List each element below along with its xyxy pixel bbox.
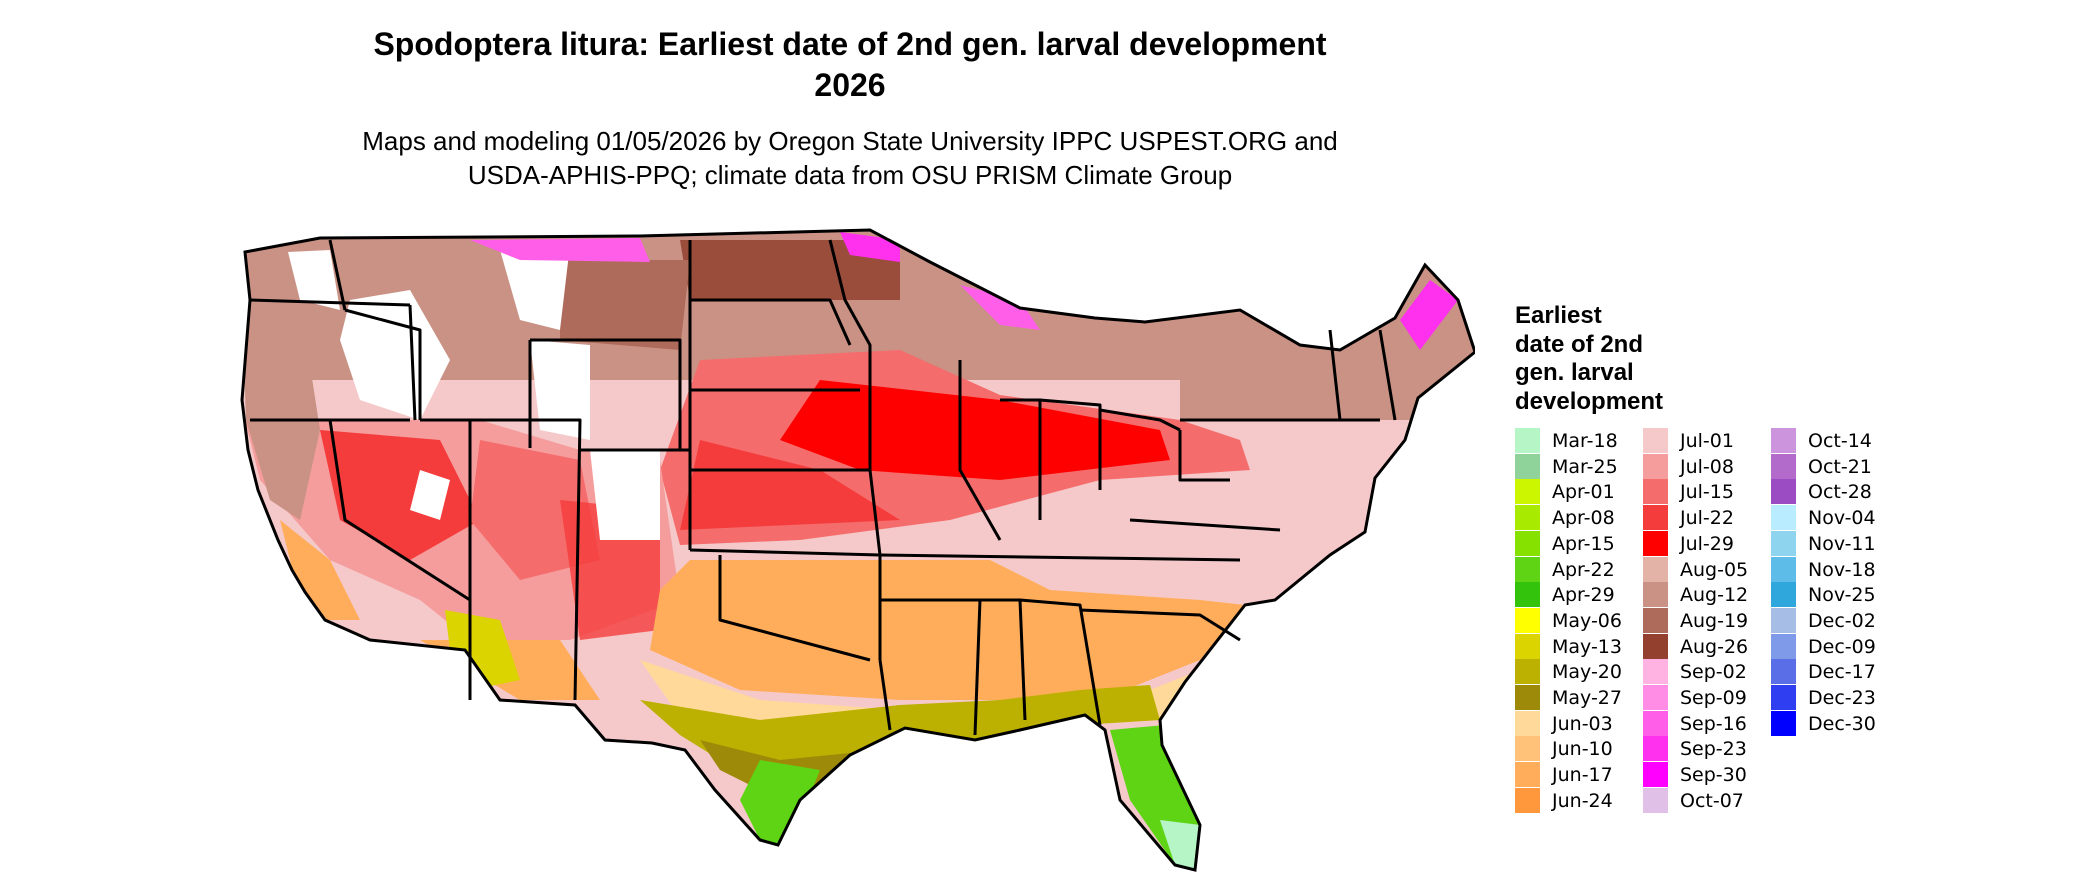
legend-swatch <box>1771 479 1796 505</box>
legend-label: Dec-23 <box>1808 687 1876 709</box>
legend-swatch <box>1771 505 1796 531</box>
legend-swatch <box>1771 659 1796 685</box>
legend-label: Jul-01 <box>1680 430 1734 452</box>
legend-swatch <box>1643 428 1668 453</box>
legend-swatch <box>1515 659 1540 685</box>
legend-label: Jun-03 <box>1552 712 1613 735</box>
map-title: Spodoptera litura: Earliest date of 2nd … <box>250 24 1450 106</box>
legend-label: Oct-28 <box>1808 481 1872 504</box>
legend-swatch <box>1643 787 1668 813</box>
legend-swatch <box>1643 659 1668 685</box>
legend-label: Apr-22 <box>1552 558 1615 581</box>
subtitle-line-1: Maps and modeling 01/05/2026 by Oregon S… <box>362 126 1338 156</box>
map-subtitle: Maps and modeling 01/05/2026 by Oregon S… <box>250 124 1450 192</box>
legend-swatch <box>1643 582 1668 608</box>
legend-label: May-20 <box>1552 661 1622 684</box>
legend-label: Sep-23 <box>1680 738 1747 761</box>
title-line-1: Spodoptera litura: Earliest date of 2nd … <box>373 26 1327 62</box>
legend-label: Dec-30 <box>1808 712 1876 735</box>
legend-label: Jun-17 <box>1552 764 1613 787</box>
legend-label: Jul-08 <box>1680 455 1734 478</box>
legend-swatch <box>1643 762 1668 788</box>
legend-swatch <box>1771 530 1796 556</box>
legend-swatch <box>1515 710 1540 736</box>
legend-swatch <box>1643 453 1668 479</box>
legend-label: Apr-01 <box>1552 481 1615 504</box>
legend-swatch <box>1515 736 1540 762</box>
legend-label: Jul-15 <box>1680 481 1734 504</box>
legend-swatch <box>1643 556 1668 582</box>
legend-swatch <box>1643 505 1668 531</box>
legend-label: Mar-18 <box>1552 430 1618 452</box>
legend-label: Oct-07 <box>1680 789 1744 812</box>
legend-swatch <box>1515 607 1540 633</box>
legend-swatch <box>1643 530 1668 556</box>
legend-swatch <box>1515 530 1540 556</box>
legend-label: Dec-09 <box>1808 635 1876 658</box>
legend-swatch <box>1771 556 1796 582</box>
legend-swatch <box>1515 453 1540 479</box>
legend-label: Apr-08 <box>1552 507 1615 530</box>
legend-label: Dec-02 <box>1808 609 1876 632</box>
legend-label: Jun-10 <box>1552 738 1613 761</box>
legend-swatch <box>1515 556 1540 582</box>
legend-title-line-2: date of 2nd <box>1515 330 1644 358</box>
legend-label: Apr-15 <box>1552 532 1615 555</box>
legend-swatch <box>1515 685 1540 710</box>
legend-swatch <box>1643 710 1668 736</box>
legend-swatch <box>1643 607 1668 633</box>
legend-label: Oct-14 <box>1808 430 1872 452</box>
us-map <box>225 220 1475 892</box>
legend-label: Aug-12 <box>1680 584 1749 607</box>
legend-label: Aug-05 <box>1680 558 1749 581</box>
subtitle-line-2: USDA-APHIS-PPQ; climate data from OSU PR… <box>467 160 1233 190</box>
legend-title-line-4: development <box>1515 387 1664 415</box>
legend-label: Nov-25 <box>1808 584 1876 607</box>
legend-label: Jun-24 <box>1552 789 1613 812</box>
legend-label: Apr-29 <box>1552 584 1615 607</box>
legend-title: Earliest date of 2nd gen. larval develop… <box>1515 302 1735 416</box>
legend-label: Sep-02 <box>1680 661 1747 684</box>
legend-swatch <box>1515 505 1540 531</box>
legend-swatch <box>1771 633 1796 659</box>
legend-swatch <box>1515 633 1540 659</box>
legend-label: Aug-19 <box>1680 609 1749 632</box>
legend-label: Dec-17 <box>1808 661 1876 684</box>
legend-title-line-1: Earliest <box>1515 302 1602 329</box>
legend-swatch <box>1643 633 1668 659</box>
legend-swatch <box>1515 428 1540 453</box>
legend-swatch <box>1771 685 1796 710</box>
legend-label: May-06 <box>1552 609 1622 632</box>
legend-swatch <box>1515 762 1540 788</box>
title-line-2: 2026 <box>814 67 886 103</box>
legend-title-line-3: gen. larval <box>1515 359 1634 386</box>
legend-label: Sep-16 <box>1680 712 1747 735</box>
legend-label: Sep-09 <box>1680 687 1747 709</box>
legend-label: Mar-25 <box>1552 455 1618 478</box>
legend-label: Sep-30 <box>1680 764 1747 787</box>
legend-label: May-27 <box>1552 687 1622 709</box>
state-boundaries <box>249 239 1397 736</box>
legend-swatch <box>1643 479 1668 505</box>
legend-swatch <box>1515 787 1540 813</box>
legend-swatch <box>1643 685 1668 710</box>
legend-label: Nov-11 <box>1808 532 1876 555</box>
legend-label: Nov-18 <box>1808 558 1876 581</box>
legend-label: Nov-04 <box>1808 507 1876 530</box>
legend-label: Jul-22 <box>1680 507 1734 530</box>
legend-label: Oct-21 <box>1808 455 1872 478</box>
us-map-svg <box>240 228 1475 872</box>
legend-label: Aug-26 <box>1680 635 1749 658</box>
legend-swatch <box>1771 607 1796 633</box>
legend-swatch <box>1771 582 1796 608</box>
legend-label: Jul-29 <box>1680 532 1734 555</box>
legend-swatch <box>1771 428 1796 453</box>
legend-swatch <box>1515 479 1540 505</box>
legend-swatch <box>1771 453 1796 479</box>
legend-swatch <box>1643 736 1668 762</box>
legend-label: May-13 <box>1552 635 1622 658</box>
legend-swatch <box>1515 582 1540 608</box>
legend-swatch <box>1771 710 1796 736</box>
